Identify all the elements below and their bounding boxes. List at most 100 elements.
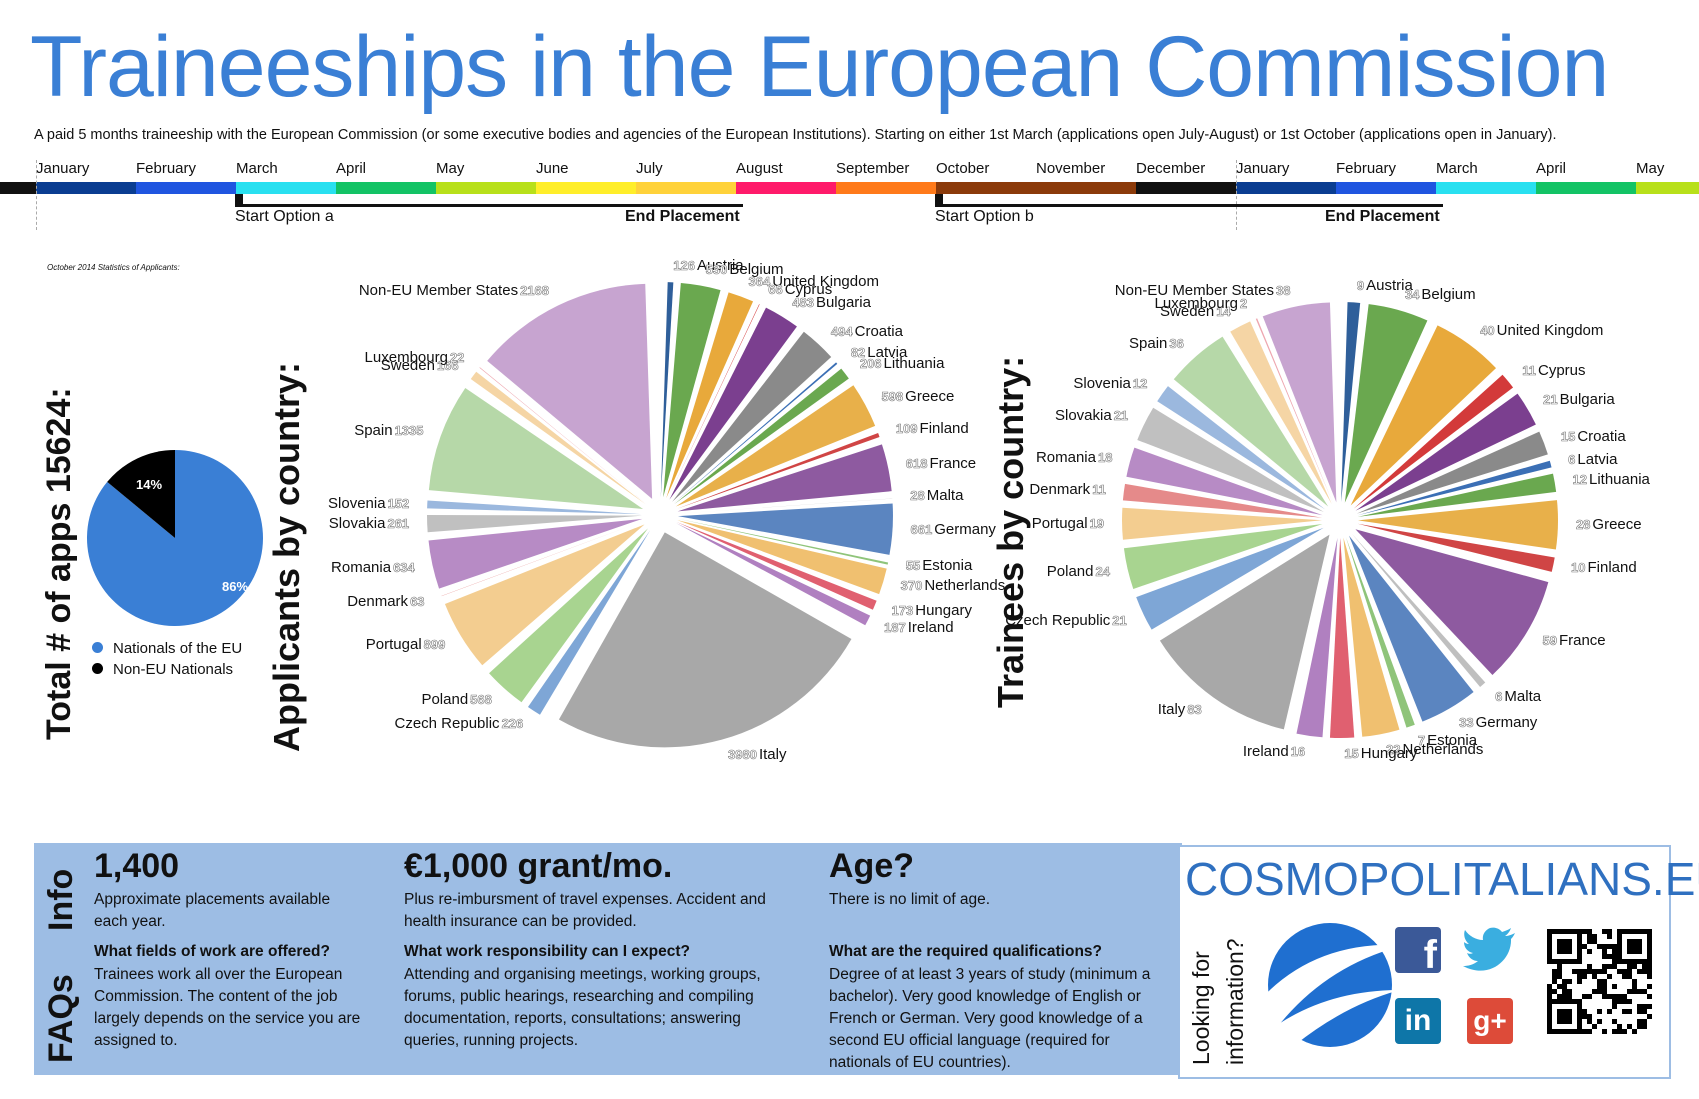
slice-label-value: 173 xyxy=(891,603,914,619)
slice-label-value: 21 xyxy=(1112,612,1127,628)
google-plus-icon[interactable]: g+ xyxy=(1467,998,1513,1044)
slice-lithuania xyxy=(674,368,849,505)
slice-label-name: United Kingdom xyxy=(772,272,879,290)
slice-label-value: 22 xyxy=(449,350,465,366)
slice-label: Slovakia 261 xyxy=(329,515,411,532)
slice-label-value: 21 xyxy=(1543,392,1558,408)
slice-label-value: 28 xyxy=(1575,517,1591,533)
month-bar xyxy=(36,182,136,194)
slice-label-value: 21 xyxy=(1113,408,1129,424)
globe-logo-icon xyxy=(1260,923,1405,1047)
slice-cyprus xyxy=(667,304,760,499)
fields-question: What fields of work are offered? xyxy=(94,943,330,960)
timeline-left-end xyxy=(0,182,36,194)
slice-label-name: Cyprus xyxy=(784,280,833,298)
month-label: April xyxy=(336,160,367,177)
slice-label-name: France xyxy=(929,455,977,473)
slice-greece xyxy=(1357,500,1558,550)
month-label: January xyxy=(1236,160,1290,177)
slice-label: 6 Malta xyxy=(1493,688,1541,705)
slice-italy xyxy=(1159,534,1330,730)
faqs-tag: FAQs xyxy=(42,974,80,1063)
slice-label-value: 370 xyxy=(900,578,923,594)
month-bar xyxy=(936,182,1036,194)
slice-ireland xyxy=(1296,537,1338,738)
slice-label-value: 109 xyxy=(895,421,918,437)
slice-hungary xyxy=(1329,537,1355,738)
slice-label-value: 24 xyxy=(1095,564,1110,580)
slice-label-name: Hungary xyxy=(915,602,972,620)
month-bar xyxy=(1136,182,1236,194)
month-bar xyxy=(1236,182,1336,194)
slice-label-value: 63 xyxy=(410,593,425,609)
slice-croatia xyxy=(672,331,832,502)
month-bar xyxy=(136,182,236,194)
slice-label-name: Belgium xyxy=(729,260,784,278)
legend-dot-eu xyxy=(92,642,103,653)
slice-belgium xyxy=(663,283,721,498)
slice-label-name: Latvia xyxy=(1577,450,1618,468)
slice-label-name: Portugal xyxy=(365,635,422,653)
slice-label-name: Lithuania xyxy=(1589,470,1650,488)
qualifications-question: What are the required qualifications? xyxy=(829,943,1103,960)
slice-label-name: Italy xyxy=(1157,701,1186,719)
slice-label-value: 11 xyxy=(1092,482,1106,498)
slice-label: Romania 18 xyxy=(1036,449,1115,466)
page-title: Traineeships in the European Commission xyxy=(30,19,1609,115)
page-subtitle: A paid 5 months traineeship with the Eur… xyxy=(34,127,1557,143)
slice-finland xyxy=(1357,523,1555,572)
slice-label-name: Romania xyxy=(1035,448,1096,466)
legend-label-non-eu: Non-EU Nationals xyxy=(113,661,234,678)
month-bar xyxy=(436,182,536,194)
slice-france xyxy=(1355,529,1549,675)
slice-label-name: United Kingdom xyxy=(1496,322,1604,340)
slice-malta xyxy=(1351,533,1486,688)
month-label: May xyxy=(1636,160,1665,177)
slice-label-value: 187 xyxy=(884,619,906,635)
slice-portugal xyxy=(444,524,645,666)
age-heading: Age? xyxy=(829,847,914,885)
qr-code-icon[interactable] xyxy=(1545,925,1655,1040)
option-a-end-label: End Placement xyxy=(625,208,740,225)
slice-label: 33 Germany xyxy=(1457,714,1537,731)
slice-label: 11 Cyprus xyxy=(1520,361,1586,379)
slice-label-value: 3980 xyxy=(728,747,758,763)
month-bar xyxy=(1036,182,1136,194)
month-bar xyxy=(336,182,436,194)
linkedin-icon[interactable]: in xyxy=(1395,998,1441,1044)
slice-label-name: Cyprus xyxy=(1537,361,1586,379)
slice-label-value: 2 xyxy=(1239,296,1248,312)
brand-name[interactable]: COSMOPOLITALIANS.EU xyxy=(1185,853,1699,905)
responsibility-answer: Attending and organising meetings, worki… xyxy=(404,966,761,1049)
month-label: October xyxy=(936,160,990,177)
slice-label-name: Belgium xyxy=(1421,285,1476,303)
slice-label: Luxembourg 22 xyxy=(365,349,467,366)
slice-label-name: Slovakia xyxy=(328,515,386,533)
slice-label-value: 28 xyxy=(910,488,925,504)
option-a-start-label: Start Option a xyxy=(235,208,334,225)
slice-latvia xyxy=(673,362,838,504)
slice-label-value: 126 xyxy=(673,258,695,274)
slice-label: Denmark 63 xyxy=(347,593,426,610)
slice-label-value: 634 xyxy=(393,560,415,576)
slice-label-value: 38 xyxy=(1276,282,1291,299)
month-label: January xyxy=(36,160,90,177)
slice-label: 12 Lithuania xyxy=(1571,471,1650,488)
slice-label: 206 Lithuania xyxy=(858,355,945,372)
slice-label: Luxembourg 2 xyxy=(1155,295,1250,312)
slice-luxembourg xyxy=(1255,318,1334,504)
slice-label-name: Finland xyxy=(919,420,969,438)
slice-label-name: Portugal xyxy=(1031,515,1088,533)
trainees-pie xyxy=(1122,302,1558,738)
slice-romania xyxy=(1126,447,1323,516)
option-b-bracket xyxy=(935,194,1443,207)
twitter-icon[interactable] xyxy=(1463,925,1517,975)
slice-label-value: 40 xyxy=(1480,323,1495,339)
slice-label-name: Ireland xyxy=(1242,742,1289,760)
qualifications-answer: Degree of at least 3 years of study (min… xyxy=(829,966,1151,1071)
legend-item-non-eu: Non-EU Nationals xyxy=(92,659,242,680)
facebook-icon[interactable]: f xyxy=(1395,927,1441,973)
slice-estonia xyxy=(677,518,889,565)
slice-label: Romania 634 xyxy=(331,559,417,576)
slice-label: Portugal 899 xyxy=(366,636,448,653)
